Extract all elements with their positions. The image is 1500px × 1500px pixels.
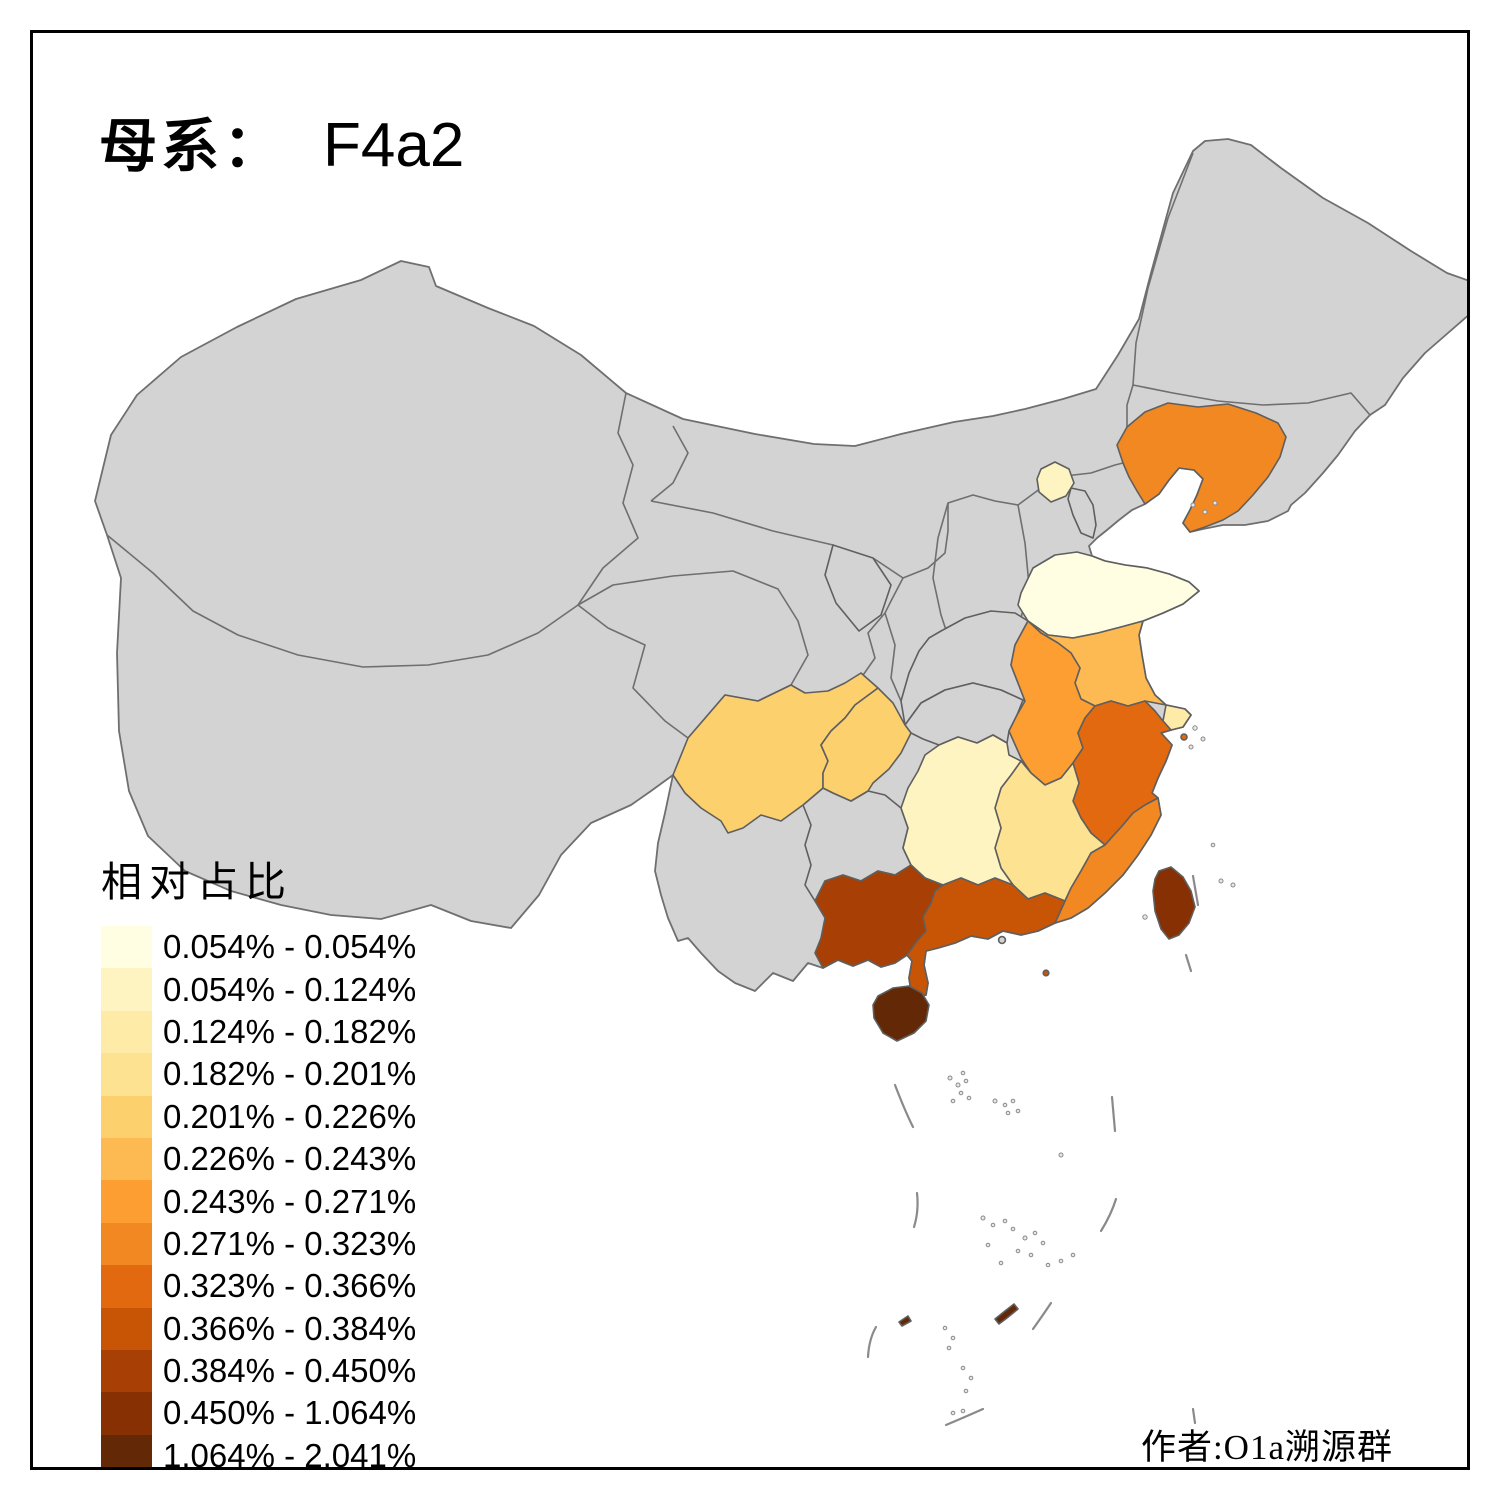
legend-row: 0.226% - 0.243% — [101, 1137, 417, 1181]
region-ningxia — [824, 544, 892, 632]
legend-label: 0.054% - 0.124% — [163, 970, 417, 1008]
legend-row: 0.182% - 0.201% — [101, 1053, 417, 1096]
legend-label: 0.201% - 0.226% — [163, 1097, 417, 1135]
province-shapes — [672, 402, 1287, 1327]
legend: 相对占比 0.054% - 0.054% 0.054% - 0.124% 0.1… — [101, 848, 417, 1470]
legend-swatch — [101, 1392, 152, 1435]
region-paracel — [994, 1303, 1019, 1325]
legend-row: 0.201% - 0.226% — [101, 1095, 417, 1138]
plot-frame: 母系： F4a2 相对占比 0.054% - 0.054% 0.054% - 0… — [30, 30, 1470, 1470]
legend-swatch — [101, 1137, 152, 1181]
legend-label: 0.384% - 0.450% — [163, 1352, 417, 1390]
sea-boundary-dashes — [866, 874, 1200, 1427]
minor-islands — [942, 500, 1236, 1416]
legend-swatch — [101, 1349, 152, 1393]
legend-row: 0.323% - 0.366% — [101, 1265, 417, 1308]
legend-swatch — [101, 1434, 152, 1467]
legend-label: 1.064% - 2.041% — [163, 1436, 417, 1470]
region-paracel-west — [898, 1315, 912, 1327]
legend-row: 0.271% - 0.323% — [101, 1222, 417, 1266]
region-zhoushan — [1180, 733, 1188, 741]
legend-swatch — [101, 1222, 152, 1266]
legend-swatch — [101, 968, 152, 1011]
region-taiwan — [1152, 866, 1196, 940]
legend-row: 0.384% - 0.450% — [101, 1349, 417, 1393]
china-choropleth-map — [94, 138, 1467, 1427]
legend-label: 0.243% - 0.271% — [163, 1182, 417, 1220]
region-shandong — [1017, 551, 1200, 639]
region-hongkong — [997, 935, 1007, 945]
map-title-haplogroup: F4a2 — [323, 111, 465, 180]
legend-row: 0.124% - 0.182% — [101, 1010, 417, 1054]
legend-swatch — [101, 1010, 152, 1054]
legend-label: 0.226% - 0.243% — [163, 1140, 417, 1178]
legend-title: 相对占比 — [101, 859, 293, 905]
legend-label: 0.182% - 0.201% — [163, 1055, 417, 1093]
region-tianjin — [1067, 487, 1097, 539]
legend-swatch — [101, 1180, 152, 1223]
legend-label: 0.271% - 0.323% — [163, 1224, 417, 1262]
legend-swatch — [101, 1053, 152, 1096]
attribution: 作者:O1a溯源群 — [1140, 1428, 1393, 1467]
legend-label: 0.366% - 0.384% — [163, 1309, 417, 1347]
legend-swatch — [101, 1095, 152, 1138]
legend-row: 0.450% - 1.064% — [101, 1392, 417, 1435]
legend-row: 1.064% - 2.041% — [101, 1434, 417, 1470]
region-beijing — [1036, 461, 1075, 503]
region-guangdong — [906, 877, 1066, 998]
map-title-prefix: 母系： — [99, 114, 286, 179]
legend-swatch — [101, 1307, 152, 1350]
region-liaoning — [1116, 402, 1287, 533]
legend-label: 0.450% - 1.064% — [163, 1394, 417, 1432]
region-fujian — [1054, 797, 1162, 924]
region-hainan — [872, 985, 930, 1042]
legend-label: 0.124% - 0.182% — [163, 1012, 417, 1050]
legend-row: 0.243% - 0.271% — [101, 1180, 417, 1223]
legend-label: 0.054% - 0.054% — [163, 928, 417, 966]
legend-row: 0.054% - 0.124% — [101, 968, 417, 1011]
legend-row: 0.366% - 0.384% — [101, 1307, 417, 1350]
legend-swatch — [101, 1265, 152, 1308]
legend-swatch — [101, 926, 152, 969]
legend-row: 0.054% - 0.054% — [101, 926, 417, 969]
region-hubei — [904, 682, 1024, 746]
region-chongqing — [820, 687, 912, 802]
legend-label: 0.323% - 0.366% — [163, 1267, 417, 1305]
map-title: 母系： F4a2 — [99, 99, 464, 183]
region-pratas — [1042, 969, 1050, 977]
